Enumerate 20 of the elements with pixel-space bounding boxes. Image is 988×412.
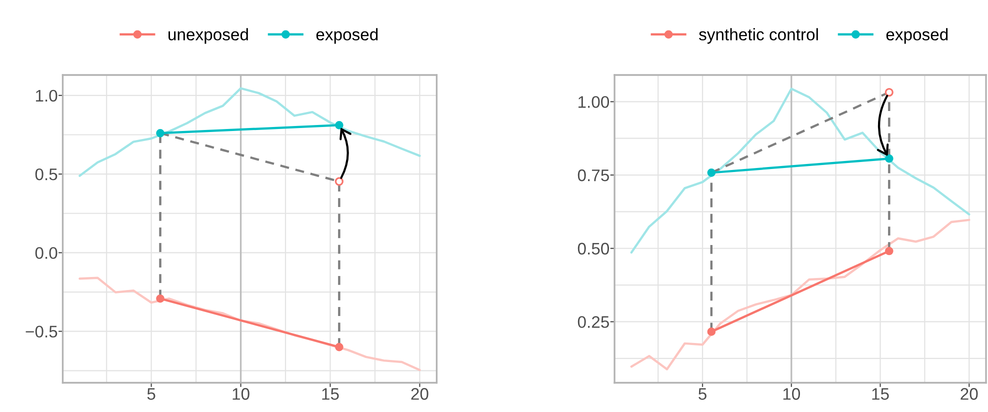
x-tick-label: 20 [960,388,978,400]
legend-label: exposed [886,28,948,44]
x-tick-label: 10 [232,388,250,400]
x-tick-label: 20 [411,388,428,400]
y-tick-label: 0.25 [578,316,609,328]
x-tick-label: 15 [322,388,339,400]
y-tick-label: −0.5 [26,326,58,338]
x-tick-label: 10 [783,388,800,400]
y-tick-label: 1.00 [578,96,610,108]
legend-label: unexposed [168,28,248,44]
x-tick-label: 15 [872,388,889,400]
y-tick-label: 0.75 [578,169,609,182]
y-tick-label: 0.5 [35,168,58,180]
x-tick-label: 5 [698,388,706,400]
y-tick-label: 0.50 [578,242,610,255]
legend-label: exposed [316,28,378,44]
legend-label: synthetic control [699,28,818,44]
y-tick-label: 1.0 [36,90,58,102]
x-tick-label: 5 [147,388,156,400]
y-tick-label: 0.0 [35,247,58,259]
